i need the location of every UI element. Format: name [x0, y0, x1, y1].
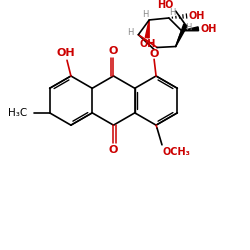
- Text: OH: OH: [139, 38, 156, 48]
- Text: OH: OH: [200, 24, 217, 34]
- Text: OCH₃: OCH₃: [163, 147, 191, 157]
- Text: O: O: [150, 49, 159, 59]
- Polygon shape: [145, 20, 149, 38]
- Text: OH: OH: [57, 48, 75, 58]
- Text: H₃C: H₃C: [8, 108, 27, 118]
- Text: OH: OH: [188, 11, 205, 21]
- Text: H: H: [185, 23, 192, 32]
- Polygon shape: [182, 27, 198, 31]
- Text: HO: HO: [158, 0, 174, 10]
- Text: H: H: [127, 28, 134, 37]
- Text: O: O: [109, 46, 118, 56]
- Polygon shape: [176, 24, 187, 46]
- Text: H: H: [142, 10, 148, 18]
- Text: O: O: [109, 145, 118, 155]
- Text: H: H: [170, 8, 176, 16]
